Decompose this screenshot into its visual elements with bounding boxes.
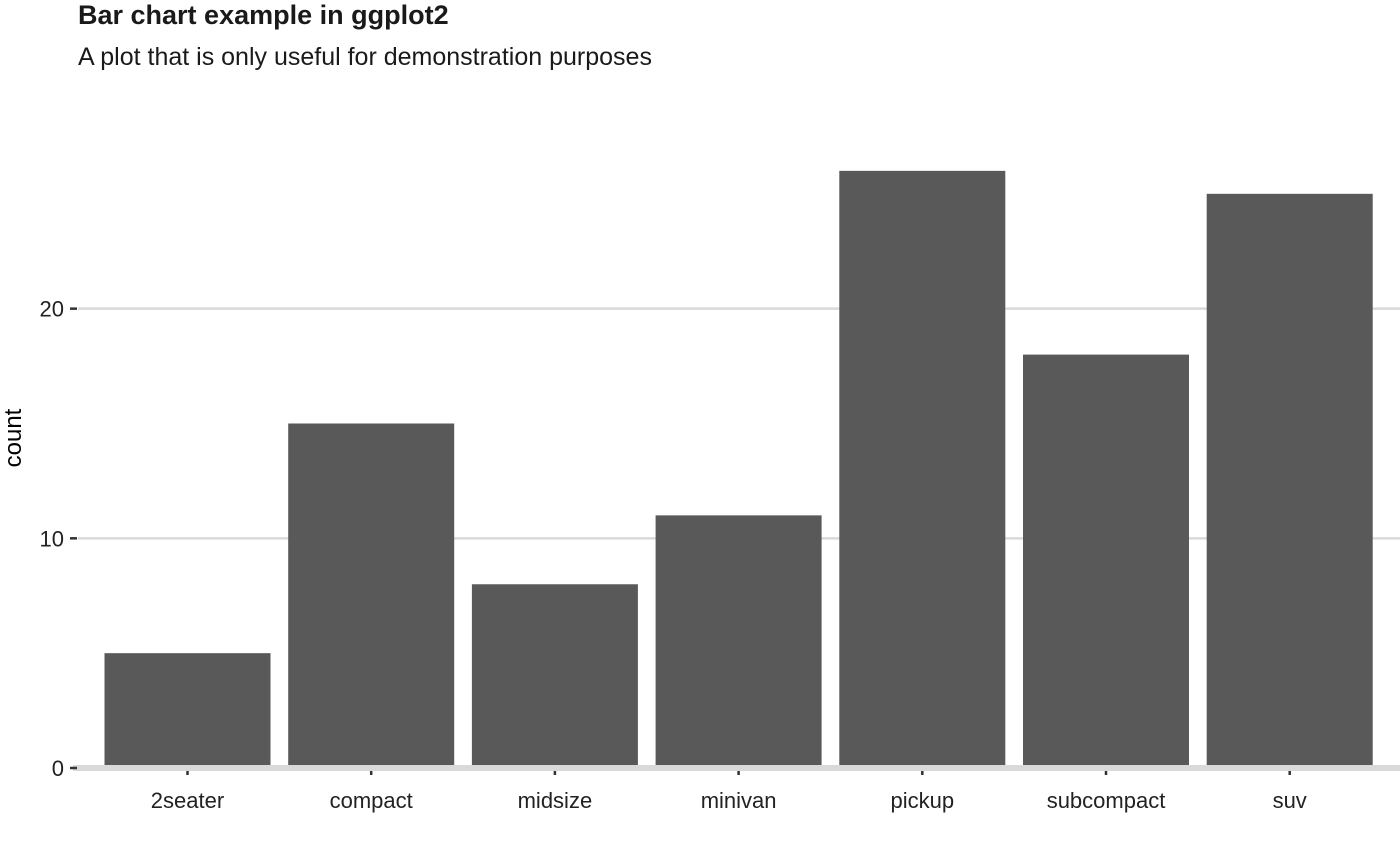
bar-2seater: [104, 653, 271, 768]
y-tick-label-20: 20: [40, 297, 64, 322]
x-tick-label-pickup: pickup: [891, 788, 955, 813]
axes: 2seater compact midsize minivan pickup subcom…: [40, 297, 1400, 813]
chart-subtitle: A plot that is only useful for demonstra…: [78, 43, 652, 71]
x-tick-label-compact: compact: [330, 788, 413, 813]
y-tick-label-10: 10: [40, 526, 64, 551]
bars: [104, 170, 1373, 769]
x-tick-label-suv: suv: [1273, 788, 1307, 813]
y-axis-title: count: [0, 408, 27, 467]
y-tick-label-0: 0: [52, 756, 64, 781]
bar-pickup: [839, 170, 1006, 768]
bar-suv: [1206, 193, 1373, 769]
x-tick-label-2seater: 2seater: [151, 788, 224, 813]
gridlines: [78, 307, 1400, 540]
x-tick-label-minivan: minivan: [701, 788, 777, 813]
bar-compact: [288, 423, 455, 768]
x-tick-label-subcompact: subcompact: [1047, 788, 1166, 813]
chart-title: Bar chart example in ggplot2: [78, 0, 449, 30]
bar-midsize: [471, 584, 638, 768]
bar-subcompact: [1023, 354, 1189, 768]
x-tick-label-midsize: midsize: [518, 788, 593, 813]
bar-minivan: [655, 515, 822, 768]
